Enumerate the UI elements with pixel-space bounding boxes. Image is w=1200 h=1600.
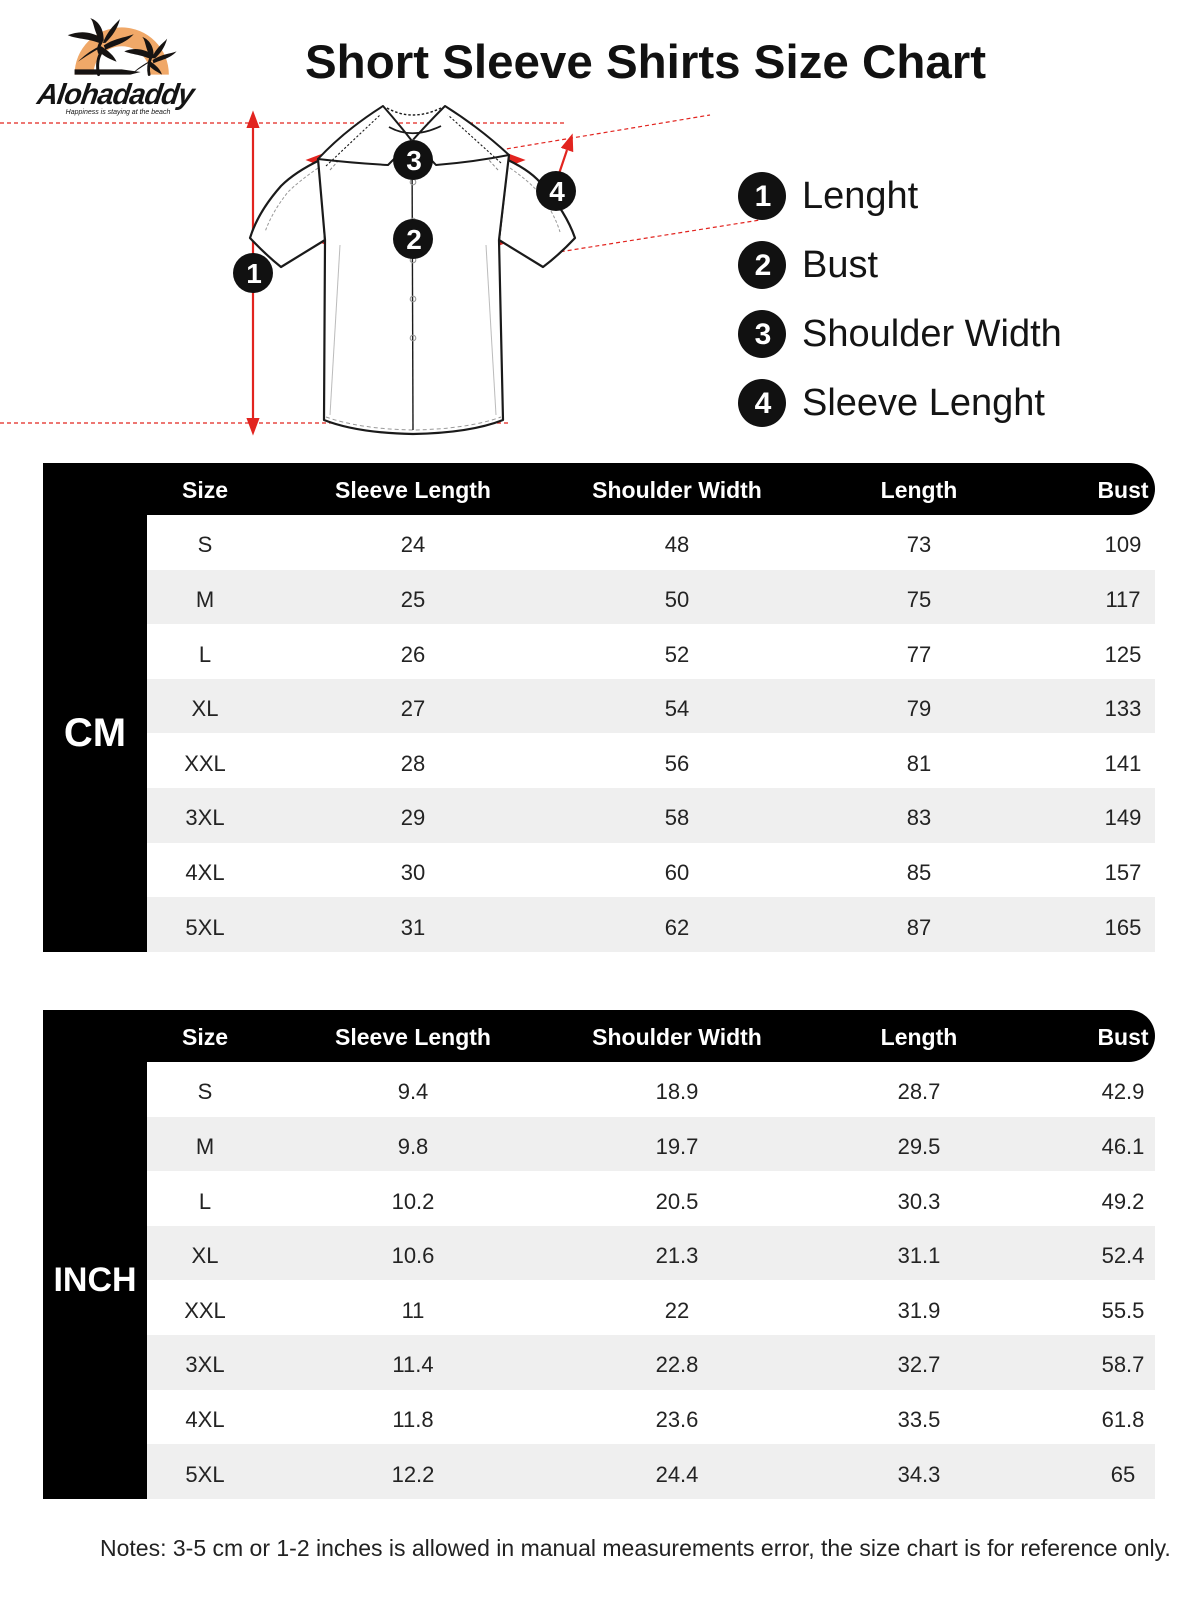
svg-text:2: 2 [406,224,422,255]
svg-text:3: 3 [755,318,772,351]
svg-text:4: 4 [549,176,565,207]
svg-text:4: 4 [755,387,772,420]
svg-text:2: 2 [755,249,772,282]
svg-text:1: 1 [246,258,262,289]
svg-text:3: 3 [406,145,422,176]
svg-text:1: 1 [755,180,772,213]
